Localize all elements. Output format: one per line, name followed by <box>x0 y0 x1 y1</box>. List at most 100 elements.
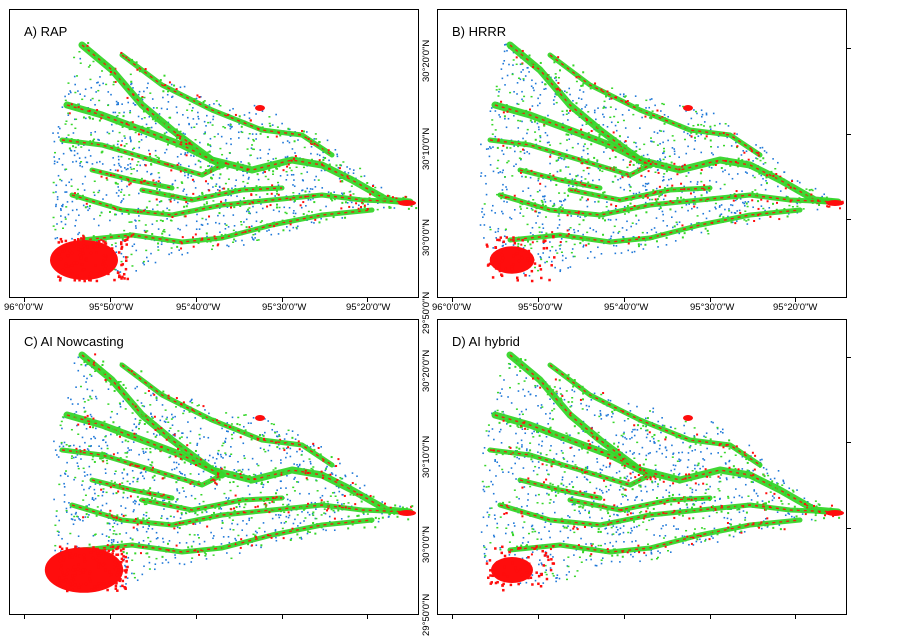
flood-pixel-blue <box>311 512 314 515</box>
flood-pixel-green <box>660 117 663 119</box>
flood-pixel <box>127 212 130 215</box>
flood-pixel <box>258 434 261 437</box>
flood-pixel <box>757 154 760 157</box>
flood-pixel <box>328 163 331 166</box>
flood-pixel <box>683 163 686 166</box>
flood-pixel-red <box>542 240 545 243</box>
flood-pixel-blue <box>540 257 542 259</box>
flood-pixel-blue <box>227 123 230 126</box>
flood-pixel-blue <box>313 222 315 224</box>
flood-pixel-green <box>663 117 666 119</box>
flood-pixel-blue <box>99 160 101 163</box>
flood-pixel-blue <box>653 131 656 133</box>
flood-pixel-green <box>347 515 350 518</box>
flood-pixel <box>96 109 99 112</box>
flood-pixel-green <box>110 244 113 246</box>
flood-pixel-green <box>268 116 271 118</box>
flood-pixel-blue <box>53 140 56 143</box>
flood-pixel <box>73 192 76 195</box>
flood-pixel-blue <box>172 416 174 419</box>
flood-pixel <box>112 453 115 456</box>
flood-pixel-green <box>613 166 616 168</box>
flood-pixel-blue <box>607 209 610 212</box>
flood-pixel <box>627 175 630 178</box>
flood-pixel-green <box>272 173 275 175</box>
flood-pixel <box>601 217 604 220</box>
flood-pixel <box>177 167 180 170</box>
flood-pixel <box>415 207 418 210</box>
flood-pixel-red <box>513 242 517 245</box>
flood-pixel <box>116 169 119 172</box>
flood-pixel <box>712 196 715 199</box>
flood-pixel-red <box>84 582 88 586</box>
flood-pixel-blue <box>490 107 493 109</box>
flood-pixel-blue <box>499 428 502 431</box>
flood-pixel <box>405 507 408 510</box>
flood-pixel-blue <box>367 203 369 206</box>
flood-pixel-blue <box>702 458 704 460</box>
flood-pixel-green <box>219 147 222 150</box>
flood-pixel <box>88 116 91 119</box>
flood-pixel-blue <box>672 226 674 229</box>
flood-pixel-blue <box>164 151 166 154</box>
flood-pixel-blue <box>67 114 70 116</box>
flood-pixel-blue <box>53 440 55 443</box>
flood-pixel-green <box>286 504 289 507</box>
flood-pixel-blue <box>199 95 202 98</box>
flood-pixel-green <box>89 64 92 67</box>
flood-pixel <box>151 461 154 464</box>
flood-pixel-red <box>89 271 93 275</box>
flood-pixel-green <box>76 515 79 518</box>
flood-pixel <box>504 196 507 199</box>
flood-pixel <box>234 542 237 545</box>
flood-pixel-red <box>59 553 62 556</box>
flood-pixel <box>183 461 186 464</box>
flood-pixel-blue <box>351 472 354 474</box>
flood-pixel-blue <box>526 132 528 135</box>
flood-pixel-blue <box>62 152 65 155</box>
flood-pixel <box>151 118 154 121</box>
flood-pixel-blue <box>765 179 767 182</box>
flood-pixel-blue <box>694 196 696 198</box>
flood-pixel-green <box>566 99 569 101</box>
flood-pixel-red <box>121 579 125 583</box>
flood-pixel-blue <box>522 137 524 140</box>
flood-pixel-blue <box>145 123 148 126</box>
flood-pixel-blue <box>550 179 552 182</box>
flood-pixel <box>205 232 208 235</box>
flood-pixel <box>228 426 231 429</box>
flood-pixel-blue <box>688 543 690 546</box>
flood-pixel <box>676 199 679 202</box>
flood-pixel <box>808 195 811 198</box>
flood-pixel-blue <box>89 473 92 476</box>
flood-pixel <box>92 426 95 429</box>
flood-pixel <box>581 116 584 119</box>
flood-pixel-red <box>120 277 123 280</box>
flood-pixel <box>120 540 123 543</box>
flood-pixel-blue <box>116 452 119 454</box>
flood-pixel-blue <box>566 149 568 152</box>
flood-pixel-blue <box>337 166 340 169</box>
flood-pixel-blue <box>233 469 236 471</box>
flood-pixel-blue <box>314 502 317 504</box>
flood-pixel <box>218 478 221 481</box>
flood-pixel-blue <box>321 494 324 497</box>
flood-pixel <box>572 64 575 67</box>
flood-pixel <box>655 240 658 243</box>
flood-pixel-blue <box>193 485 196 488</box>
flood-pixel-blue <box>139 472 142 474</box>
flood-pixel <box>368 197 371 200</box>
flood-pixel <box>221 521 224 524</box>
flood-pixel <box>293 199 296 202</box>
flood-pixel <box>626 100 629 103</box>
flood-pixel-blue <box>501 149 503 152</box>
flood-pixel <box>354 503 357 506</box>
flood-pixel-red <box>74 553 77 557</box>
flood-pixel-blue <box>678 221 681 223</box>
flood-pixel <box>549 155 552 158</box>
flood-pixel-green <box>366 513 369 515</box>
flood-pixel-green <box>681 206 684 209</box>
flood-pixel <box>567 233 570 236</box>
flood-pixel-blue <box>568 571 570 573</box>
flood-pixel-blue <box>77 403 79 405</box>
